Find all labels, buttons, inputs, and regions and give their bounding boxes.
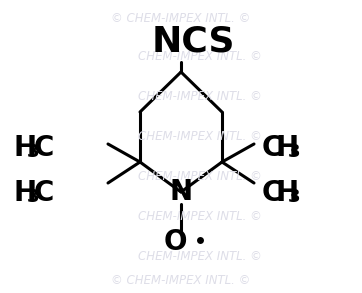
Text: CHEM-IMPEX INTL. ©: CHEM-IMPEX INTL. © [138,91,262,103]
Text: CHEM-IMPEX INTL. ©: CHEM-IMPEX INTL. © [138,251,262,263]
Text: © CHEM-IMPEX INTL. ©: © CHEM-IMPEX INTL. © [111,273,251,287]
Text: H: H [14,134,37,162]
Text: 3: 3 [27,143,39,161]
Text: 3: 3 [288,188,300,206]
Text: CHEM-IMPEX INTL. ©: CHEM-IMPEX INTL. © [138,50,262,64]
Text: C: C [34,179,54,207]
Text: H: H [275,134,298,162]
Text: CHEM-IMPEX INTL. ©: CHEM-IMPEX INTL. © [138,171,262,183]
Text: 3: 3 [288,143,300,161]
Text: CHEM-IMPEX INTL. ©: CHEM-IMPEX INTL. © [138,210,262,224]
Text: © CHEM-IMPEX INTL. ©: © CHEM-IMPEX INTL. © [111,11,251,25]
Text: H: H [275,179,298,207]
Text: N: N [169,178,193,206]
Text: O: O [163,228,187,256]
Text: NCS: NCS [151,25,235,59]
Text: C: C [262,134,282,162]
Text: 3: 3 [27,188,39,206]
Text: C: C [34,134,54,162]
Text: C: C [262,179,282,207]
Text: H: H [14,179,37,207]
Text: CHEM-IMPEX INTL. ©: CHEM-IMPEX INTL. © [138,130,262,144]
